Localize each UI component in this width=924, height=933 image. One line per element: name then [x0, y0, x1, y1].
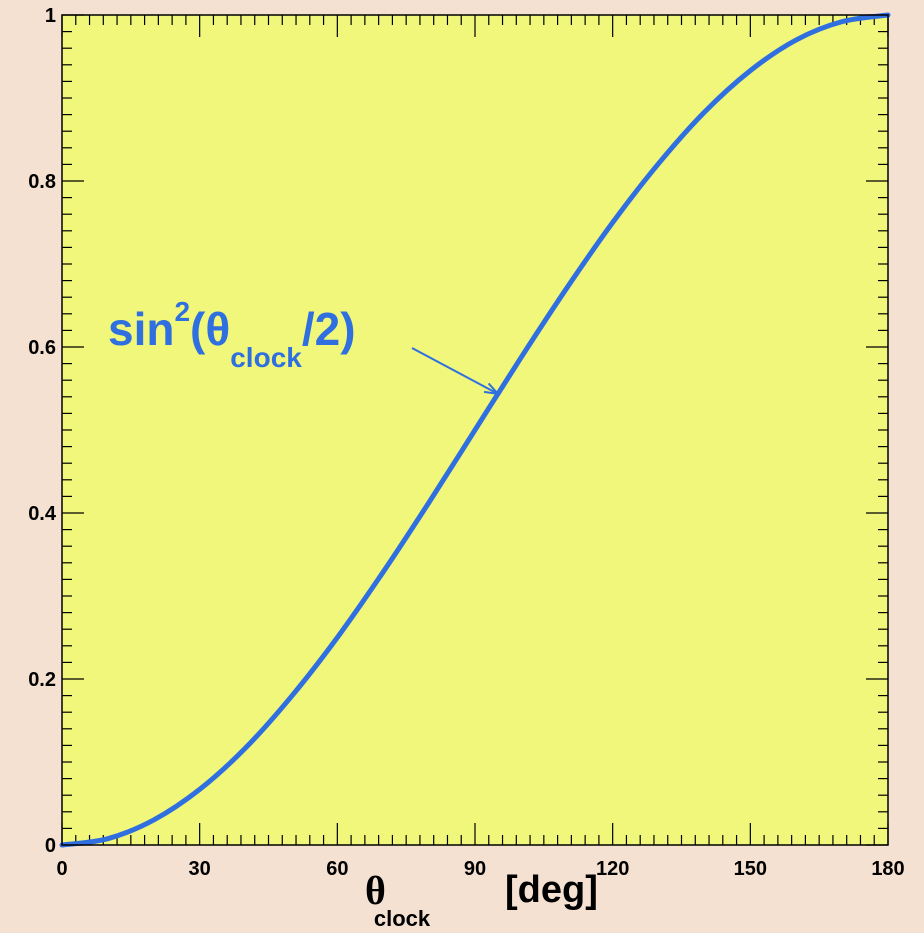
y-tick-label: 0.8 [28, 171, 56, 193]
y-tick-label: 1 [45, 5, 56, 27]
x-tick-label: 90 [464, 858, 486, 880]
annotation-sub: clock [230, 342, 302, 373]
plot-frame [61, 14, 889, 846]
y-tick-label: 0 [45, 835, 56, 857]
series-line [59, 12, 891, 848]
y-tick-label: 0.6 [28, 337, 56, 359]
annotation-arrow [411, 347, 501, 396]
annotation-sup: 2 [174, 296, 190, 327]
annotation-main: sin [108, 303, 174, 355]
x-axis-subscript: clock [374, 906, 431, 931]
x-tick-label: 30 [189, 858, 211, 880]
annotation-label: sin2(θclock/2) [108, 296, 356, 373]
y-tick-label: 0.2 [28, 669, 56, 691]
x-tick-label: 180 [871, 858, 904, 880]
x-tick-label: 150 [734, 858, 767, 880]
annotation-open: (θ [190, 303, 230, 355]
x-axis-symbol: θ [365, 868, 386, 913]
axis-tick-labels: 0 30 60 90 120 150 180 0 0.2 0.4 0.6 0.8 1 [28, 5, 905, 880]
x-tick-label: 120 [596, 858, 629, 880]
y-tick-label: 0.4 [28, 503, 57, 525]
x-tick-label: 60 [326, 858, 348, 880]
x-axis-title: θ clock [365, 868, 431, 931]
x-tick-label: 0 [56, 858, 67, 880]
x-axis-unit: [deg] [505, 869, 598, 911]
annotation-close: /2) [302, 303, 356, 355]
